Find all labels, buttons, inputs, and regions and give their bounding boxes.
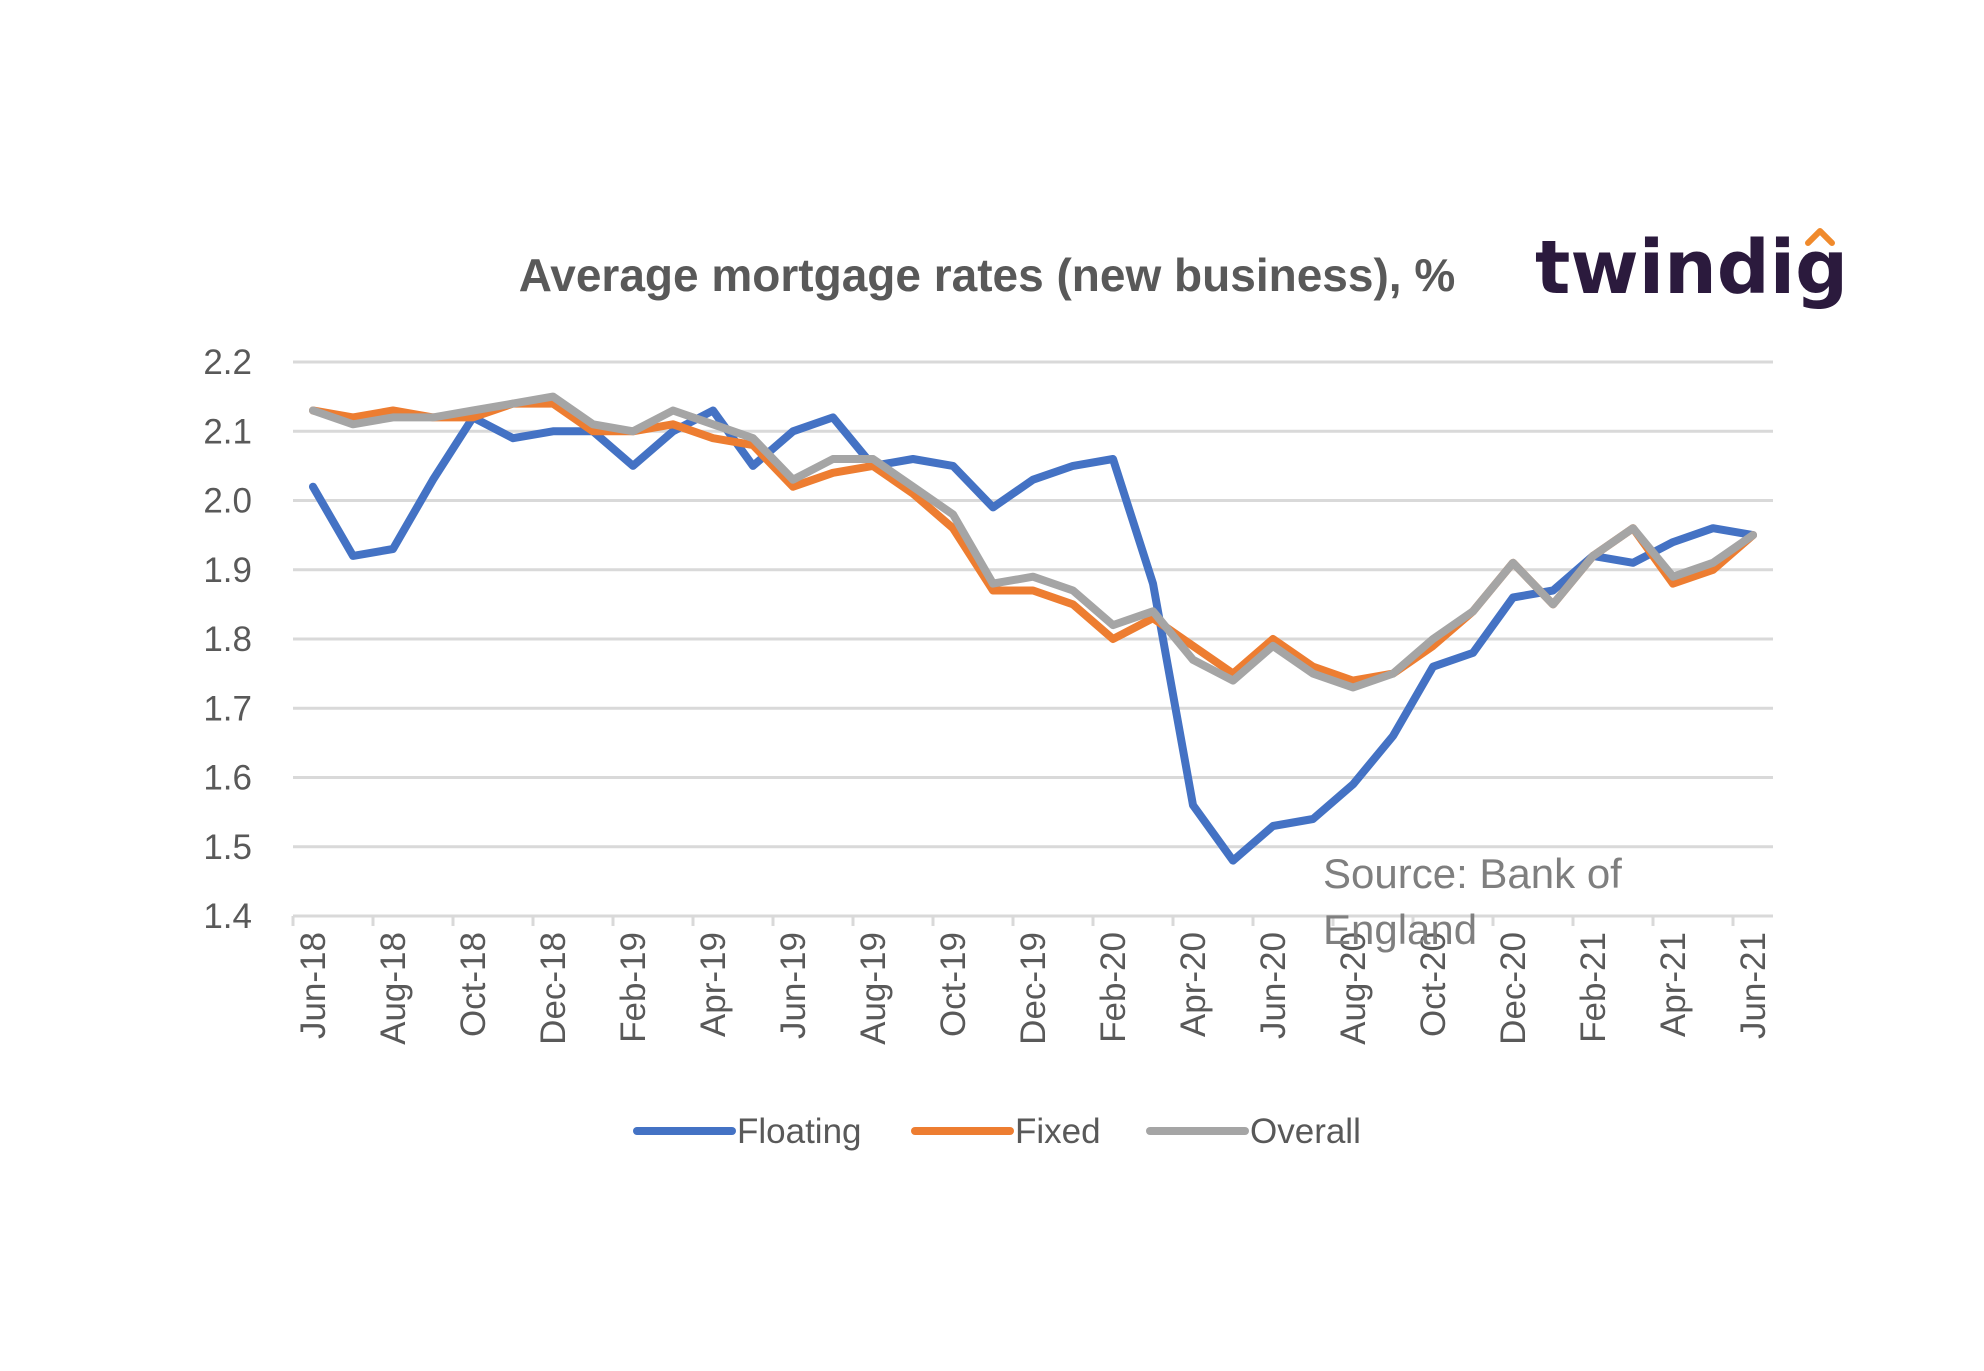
x-tick-label: Apr-21 bbox=[1654, 932, 1693, 1037]
gridlines bbox=[293, 360, 1773, 918]
x-tick-label: Feb-19 bbox=[614, 932, 653, 1043]
y-tick-label: 1.7 bbox=[203, 689, 252, 728]
y-tick-label: 2.1 bbox=[203, 412, 252, 451]
x-tick-label: Jun-18 bbox=[294, 932, 333, 1039]
y-tick-label: 1.8 bbox=[203, 620, 252, 659]
logo-text: twindig bbox=[1535, 225, 1848, 311]
x-tick-label: Dec-19 bbox=[1014, 932, 1053, 1045]
source-note: Source: Bank of England bbox=[1323, 850, 1622, 953]
twindig-logo: twindig bbox=[1535, 225, 1848, 311]
logo-accent-icon bbox=[1805, 228, 1835, 246]
x-tick-label: Feb-20 bbox=[1094, 932, 1133, 1043]
x-tick-label: Apr-20 bbox=[1174, 932, 1213, 1037]
legend-label-fixed: Fixed bbox=[1015, 1112, 1101, 1151]
chart-title: Average mortgage rates (new business), % bbox=[519, 249, 1456, 301]
source-note-line-1: Source: Bank of bbox=[1323, 850, 1622, 897]
series-lines bbox=[309, 392, 1757, 865]
x-tick-label: Oct-20 bbox=[1414, 932, 1453, 1037]
series-line-floating bbox=[309, 406, 1757, 865]
y-tick-label: 1.4 bbox=[203, 897, 252, 936]
y-tick-label: 1.6 bbox=[203, 759, 252, 798]
x-tick-label: Aug-20 bbox=[1334, 932, 1373, 1045]
x-tick-label: Apr-19 bbox=[694, 932, 733, 1037]
x-tick-label: Jun-21 bbox=[1734, 932, 1773, 1039]
series-line-overall bbox=[309, 392, 1757, 692]
x-axis: Jun-18 Aug-18 Oct-18 Dec-18 Feb-19 Apr-19 Jun-… bbox=[291, 916, 1773, 1045]
x-tick-label: Dec-20 bbox=[1494, 932, 1533, 1045]
x-tick-label: Jun-20 bbox=[1254, 932, 1293, 1039]
y-tick-label: 2.2 bbox=[203, 343, 252, 382]
legend-label-overall: Overall bbox=[1250, 1112, 1361, 1151]
x-tick-label: Jun-19 bbox=[774, 932, 813, 1039]
x-tick-label: Aug-18 bbox=[374, 932, 413, 1045]
y-tick-label: 1.9 bbox=[203, 551, 252, 590]
x-tick-label: Dec-18 bbox=[534, 932, 573, 1045]
x-tick-label: Aug-19 bbox=[854, 932, 893, 1045]
x-tick-label: Oct-18 bbox=[454, 932, 493, 1037]
legend-label-floating: Floating bbox=[737, 1112, 862, 1151]
x-tick-label: Oct-19 bbox=[934, 932, 973, 1037]
y-tick-label: 2.0 bbox=[203, 482, 252, 521]
y-tick-label: 1.5 bbox=[203, 828, 252, 867]
source-note-line-2: England bbox=[1323, 906, 1477, 953]
legend: Floating Fixed Overall bbox=[633, 1112, 1361, 1151]
x-tick-label: Feb-21 bbox=[1574, 932, 1613, 1043]
y-axis: 2.2 2.1 2.0 1.9 1.8 1.7 1.6 1.5 1.4 bbox=[203, 343, 252, 936]
